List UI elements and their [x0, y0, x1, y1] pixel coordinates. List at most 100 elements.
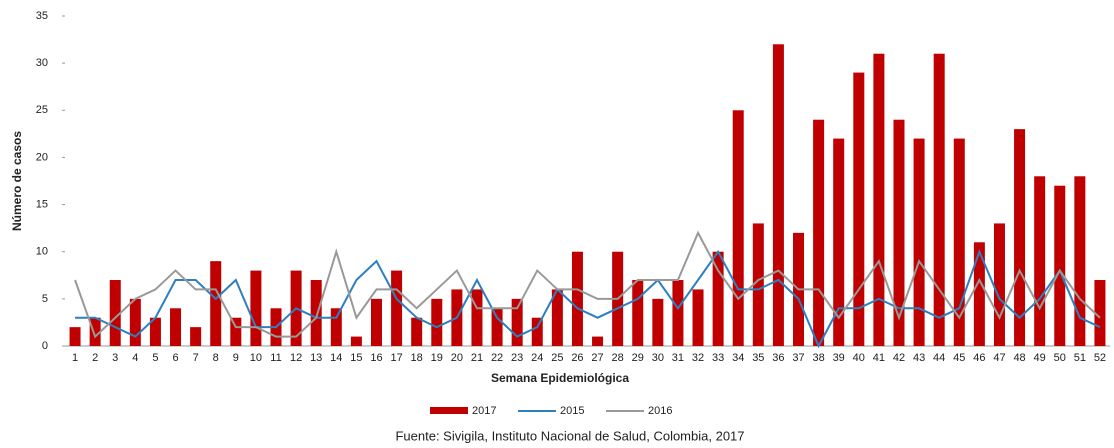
y-tick-label: 25	[36, 104, 48, 116]
bar	[129, 298, 141, 346]
legend-label: 2016	[648, 405, 672, 417]
x-tick-label: 13	[310, 352, 322, 364]
x-tick-label: 5	[152, 352, 158, 364]
y-tick-label: 35	[36, 10, 48, 22]
bar	[973, 242, 985, 346]
x-tick-label: 22	[491, 352, 503, 364]
x-tick-label: 15	[350, 352, 362, 364]
bar	[310, 280, 322, 346]
legend-label: 2015	[560, 405, 584, 417]
x-tick-label: 48	[1013, 352, 1025, 364]
y-tick-label: 30	[36, 57, 48, 69]
x-tick-label: 50	[1054, 352, 1066, 364]
bar	[893, 119, 905, 346]
y-tick-label: 20	[36, 151, 48, 163]
bar	[1034, 176, 1046, 346]
x-tick-label: 34	[732, 352, 744, 364]
x-tick-label: 39	[833, 352, 845, 364]
x-tick-label: 11	[270, 352, 281, 364]
bar	[551, 289, 563, 346]
bar	[149, 317, 161, 346]
bar	[230, 317, 242, 346]
x-tick-label: 25	[551, 352, 563, 364]
x-tick-label: 31	[672, 352, 684, 364]
bar	[692, 289, 704, 346]
x-tick-label: 43	[913, 352, 925, 364]
x-tick-label: 52	[1094, 352, 1106, 364]
bar	[813, 119, 825, 346]
bar	[853, 72, 865, 347]
bar	[250, 270, 262, 346]
bar	[531, 317, 543, 346]
bar	[491, 308, 503, 346]
bar	[370, 298, 382, 346]
bar	[933, 53, 945, 346]
x-tick-label: 7	[193, 352, 199, 364]
bar	[993, 223, 1005, 346]
x-tick-label: 20	[451, 352, 463, 364]
x-tick-label: 47	[993, 352, 1005, 364]
bar	[391, 270, 403, 346]
bar	[69, 327, 81, 346]
line	[75, 248, 1101, 349]
x-tick-label: 14	[330, 352, 342, 364]
x-tick-label: 49	[1034, 352, 1046, 364]
x-tick-label: 36	[772, 352, 784, 364]
x-tick-label: 41	[873, 352, 885, 364]
source-note: Fuente: Sivigila, Instituto Nacional de …	[395, 428, 744, 443]
x-tick-label: 51	[1074, 352, 1086, 364]
y-tick-label: 15	[36, 198, 48, 210]
x-tick-label: 8	[213, 352, 219, 364]
y-tick-label: 5	[42, 293, 48, 305]
x-tick-label: 26	[571, 352, 583, 364]
x-tick-label: 40	[853, 352, 865, 364]
x-tick-label: 2	[92, 352, 98, 364]
x-tick-label: 4	[132, 352, 138, 364]
bar	[1054, 185, 1066, 346]
bar	[732, 110, 744, 347]
bar	[89, 317, 101, 346]
x-tick-label: 23	[511, 352, 523, 364]
x-tick-label: 37	[792, 352, 804, 364]
bar	[170, 308, 182, 346]
bar	[411, 317, 423, 346]
bar	[712, 251, 724, 346]
x-tick-label: 17	[390, 352, 402, 364]
x-tick-label: 46	[973, 352, 985, 364]
bar	[190, 327, 202, 346]
bar	[953, 138, 965, 346]
x-tick-label: 16	[370, 352, 382, 364]
bar	[833, 138, 845, 346]
bar	[571, 251, 583, 346]
bar	[632, 280, 644, 346]
x-tick-label: 3	[112, 352, 118, 364]
bar	[1014, 129, 1026, 346]
bar	[511, 298, 523, 346]
bar	[672, 280, 684, 346]
x-tick-label: 6	[172, 352, 178, 364]
x-tick-label: 38	[812, 352, 824, 364]
x-tick-label: 19	[431, 352, 443, 364]
y-tick-label: 0	[42, 340, 48, 352]
x-tick-label: 12	[290, 352, 302, 364]
bar	[431, 298, 443, 346]
x-tick-label: 28	[612, 352, 624, 364]
bar	[1094, 280, 1106, 346]
line	[74, 230, 1101, 339]
x-tick-label: 42	[893, 352, 905, 364]
x-tick-label: 21	[471, 352, 483, 364]
bar	[210, 261, 222, 346]
x-tick-label: 10	[250, 352, 262, 364]
legend-label: 2017	[472, 405, 496, 417]
bar	[873, 53, 885, 346]
x-axis-title: Semana Epidemiológica	[491, 371, 629, 385]
bar	[913, 138, 925, 346]
x-tick-label: 45	[953, 352, 965, 364]
bar	[471, 289, 483, 346]
x-tick-label: 44	[933, 352, 945, 364]
bar	[592, 336, 604, 346]
bar	[1074, 176, 1086, 346]
x-tick-label: 30	[652, 352, 664, 364]
x-tick-label: 33	[712, 352, 724, 364]
